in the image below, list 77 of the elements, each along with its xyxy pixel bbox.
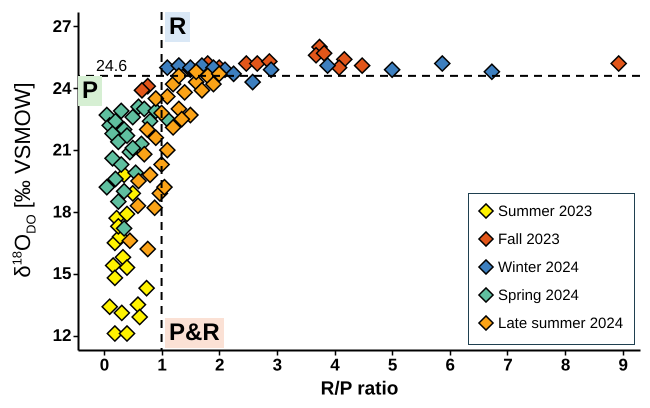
point [116,220,132,237]
point [116,182,132,200]
point [124,140,142,156]
point [316,44,332,62]
point [205,76,222,92]
point [134,82,150,99]
point [319,57,336,74]
point [156,178,173,196]
point [484,63,500,80]
point [610,55,628,72]
point [131,308,148,326]
point [107,112,124,130]
point [118,206,136,222]
point [159,142,176,158]
legend-label: Late summer 2024 [498,315,624,332]
point [106,270,124,286]
x-tick-label: 9 [618,356,628,374]
y-tick-label: 12 [52,326,72,346]
point [122,232,138,250]
legend-label: Spring 2024 [498,287,579,304]
annotation: P [78,76,102,106]
point [118,259,136,276]
point [188,63,204,80]
ref-line-label: 24.6 [96,58,128,75]
point [138,121,156,138]
point [101,298,118,316]
x-tick-label: 1 [157,356,167,374]
annotation: R [165,12,190,42]
point [130,172,147,190]
x-tick-label: 3 [272,356,282,374]
point [173,110,190,128]
point [130,197,146,214]
legend-label: Summer 2023 [498,203,592,220]
point [130,296,146,313]
point [118,127,136,144]
y-tick-label: 18 [52,202,72,222]
y-tick-label: 15 [52,264,72,284]
point [248,55,266,72]
x-tick-label: 6 [446,356,456,374]
x-tick-label: 0 [100,356,110,374]
point [112,156,130,173]
y-tick-label: 27 [52,16,72,36]
point [136,146,153,163]
point [118,325,136,342]
x-tick-label: 2 [214,356,224,374]
point [194,82,210,99]
legend-label: Fall 2023 [498,231,560,248]
y-tick-label: 24 [52,78,72,98]
point [98,178,116,196]
point [136,100,153,118]
point [142,166,158,184]
point [354,57,371,74]
point [139,240,156,258]
point [110,193,127,210]
point [384,61,400,78]
point [112,102,130,120]
point [107,170,124,188]
point [244,74,261,90]
point [147,129,164,146]
x-tick-label: 5 [388,356,398,374]
point [330,59,348,76]
annotation: P&R [165,318,224,348]
x-tick-label: 7 [503,356,513,374]
point [147,90,164,107]
point [176,84,193,101]
x-tick-label: 4 [330,356,340,374]
point [262,61,280,78]
point [113,304,130,322]
point [124,108,142,126]
legend-label: Winter 2024 [498,259,579,276]
y-tick-label: 21 [52,140,72,160]
point [138,280,155,297]
point [146,199,163,216]
x-axis-title: R/P ratio [320,378,398,400]
x-tick-label: 8 [560,356,570,374]
point [164,119,182,136]
point [434,55,451,72]
